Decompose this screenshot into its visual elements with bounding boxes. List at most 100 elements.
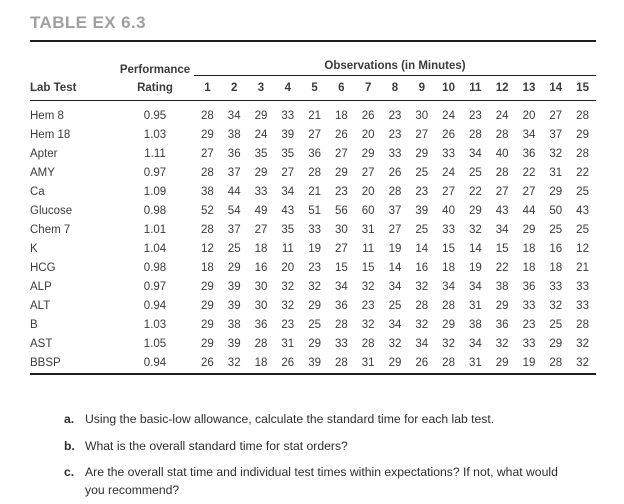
observation-cell: 15: [495, 243, 509, 255]
lab-test-cell: K: [30, 243, 38, 255]
question-text: Using the basic-low allowance, calculate…: [85, 412, 495, 426]
observation-cell: 44: [227, 186, 241, 198]
observation-cell: 18: [442, 262, 455, 274]
observation-cell: 34: [468, 338, 482, 350]
observation-cell: 34: [281, 186, 295, 198]
observation-cell: 32: [576, 357, 589, 369]
performance-rating-cell: 1.01: [143, 224, 167, 236]
observation-cell: 23: [415, 186, 429, 198]
observation-cell: 32: [576, 338, 589, 350]
observation-cell: 33: [442, 224, 455, 236]
observation-cell: 12: [201, 243, 214, 255]
observation-cell: 34: [495, 224, 509, 236]
table-row: AST 1.05 29 39 28 31 29 33 28 32 34 32 34 32 33 29 32: [30, 335, 596, 354]
observation-cell: 33: [576, 300, 589, 312]
performance-rating-cell: 0.95: [143, 110, 167, 122]
observation-cell: 28: [468, 129, 482, 141]
table-body: Hem 8 0.95 28 34 29 33 21 18 26 23 30 24 23 24 20 27 28 H…: [30, 101, 596, 375]
observation-cell: 31: [361, 224, 375, 236]
observation-cell: 11: [281, 243, 294, 255]
performance-rating-cell: 0.94: [143, 357, 167, 369]
observation-cell: 43: [281, 205, 295, 217]
lab-test-cell: BBSP: [30, 357, 61, 369]
question-label: a.: [64, 412, 75, 426]
observation-cell: 40: [495, 148, 509, 160]
observation-cell: 37: [227, 167, 241, 179]
observation-cell: 16: [415, 262, 429, 274]
observation-cell: 34: [227, 110, 241, 122]
observation-cell: 38: [201, 186, 214, 198]
observation-column-header: 11: [461, 75, 489, 101]
observation-cell: 31: [549, 167, 563, 179]
observation-cell: 23: [388, 110, 402, 122]
observation-cell: 28: [201, 167, 214, 179]
observation-cell: 32: [549, 300, 563, 312]
observation-cell: 28: [334, 357, 348, 369]
observation-cell: 24: [495, 110, 509, 122]
observation-cell: 28: [361, 338, 375, 350]
observation-cell: 23: [361, 300, 375, 312]
observation-cell: 26: [334, 129, 348, 141]
observation-cell: 32: [227, 357, 241, 369]
performance-header-line1: Performance: [119, 63, 191, 76]
observation-cell: 32: [415, 281, 429, 293]
observation-cell: 26: [201, 357, 214, 369]
observation-cell: 28: [415, 300, 429, 312]
observation-cell: 39: [227, 300, 241, 312]
performance-rating-cell: 0.97: [143, 281, 167, 293]
observation-cell: 14: [415, 243, 429, 255]
observation-cell: 29: [227, 262, 241, 274]
observation-cell: 29: [308, 338, 321, 350]
observation-cell: 14: [388, 262, 402, 274]
observation-cell: 39: [227, 338, 241, 350]
lab-test-cell: Hem 8: [30, 110, 64, 122]
observation-cell: 21: [308, 110, 321, 122]
observation-cell: 36: [522, 281, 536, 293]
observation-cell: 26: [415, 357, 429, 369]
observation-cell: 22: [576, 167, 589, 179]
observation-cell: 29: [201, 281, 214, 293]
observation-cell: 19: [308, 243, 321, 255]
observation-cell: 29: [442, 319, 455, 331]
observation-cell: 44: [522, 205, 536, 217]
observation-cell: 29: [468, 205, 482, 217]
rating-column-header: Rating: [116, 75, 194, 101]
observation-cell: 18: [254, 243, 268, 255]
lab-test-cell: ALT: [30, 300, 51, 312]
observation-cell: 18: [334, 110, 348, 122]
observation-cell: 25: [415, 224, 429, 236]
table-row: HCG 0.98 18 29 16 20 23 15 15 14 16 18 19 22 18 18 21: [30, 259, 596, 278]
table-row: BBSP 0.94 26 32 18 26 39 28 31 29 26 28 31 29 19 28 32: [30, 354, 596, 374]
observation-cell: 30: [334, 224, 348, 236]
observation-cell: 25: [388, 300, 402, 312]
observation-cell: 34: [388, 319, 402, 331]
observation-cell: 29: [308, 300, 321, 312]
observation-cell: 18: [522, 243, 536, 255]
performance-rating-cell: 1.04: [143, 243, 167, 255]
observation-cell: 29: [254, 110, 268, 122]
observation-cell: 28: [254, 338, 268, 350]
observation-cell: 25: [468, 167, 482, 179]
observation-cell: 39: [281, 129, 295, 141]
observation-cell: 33: [522, 338, 536, 350]
labtest-header-spacer: [30, 41, 116, 76]
observation-cell: 32: [281, 300, 295, 312]
observation-cell: 35: [254, 148, 268, 160]
question-text: What is the overall standard time for st…: [85, 438, 348, 453]
observation-cell: 33: [549, 281, 563, 293]
question-item: b. What is the overall standard time for …: [64, 438, 578, 456]
observation-cell: 29: [549, 186, 563, 198]
observation-cell: 32: [495, 338, 509, 350]
observation-cell: 36: [522, 148, 536, 160]
observation-column-header: 10: [435, 75, 462, 101]
observation-cell: 28: [576, 319, 589, 331]
observation-cell: 27: [495, 186, 509, 198]
observation-cell: 40: [442, 205, 455, 217]
observation-cell: 43: [576, 205, 589, 217]
observation-cell: 27: [522, 186, 536, 198]
observation-cell: 31: [468, 357, 482, 369]
observation-cell: 29: [576, 129, 589, 141]
lab-test-cell: Chem 7: [30, 224, 71, 236]
observation-cell: 32: [361, 281, 375, 293]
observation-cell: 14: [468, 243, 482, 255]
